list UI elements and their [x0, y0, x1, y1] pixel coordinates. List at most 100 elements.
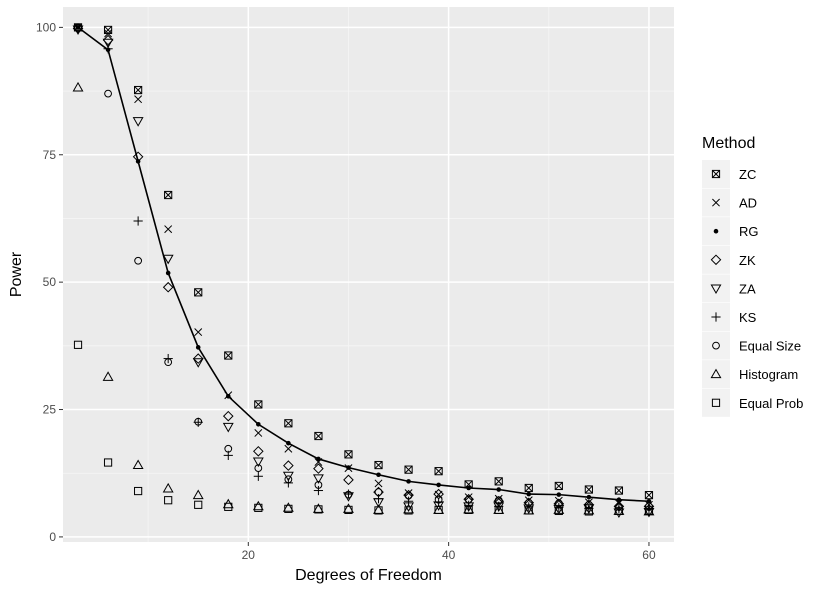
point-ks — [193, 417, 203, 427]
point-ad — [374, 479, 383, 488]
point-zc — [644, 491, 654, 500]
legend-marker-rg — [713, 228, 719, 234]
legend-marker-zc — [711, 169, 721, 179]
point-zk — [72, 23, 84, 34]
point-ks — [133, 216, 143, 226]
point-zc — [464, 480, 473, 489]
point-za — [643, 507, 655, 518]
point-rg — [526, 491, 532, 497]
legend-entries: ZC AD RG ZK ZA KS Equal Size Histogram Equal Pro… — [702, 160, 803, 417]
legend-key-zk — [702, 245, 730, 274]
x-axis-title: Degrees of Freedom — [295, 567, 442, 584]
point-ad — [344, 464, 353, 473]
point-zk — [433, 488, 444, 500]
point-ad — [645, 500, 653, 509]
legend-label-za: ZA — [739, 281, 756, 296]
point-za — [222, 422, 234, 433]
legend-key-equal-size — [702, 331, 730, 360]
point-ad — [464, 493, 473, 502]
point-zk — [403, 489, 414, 501]
point-zk — [222, 410, 234, 422]
grid-major — [63, 7, 674, 542]
legend-key-equal-prob — [702, 388, 730, 417]
point-ks — [343, 489, 354, 499]
point-histogram — [613, 505, 625, 515]
point-ad — [134, 95, 143, 104]
point-za — [433, 501, 445, 511]
point-zc — [103, 25, 113, 35]
point-zc — [134, 85, 143, 95]
point-za — [373, 498, 384, 508]
point-rg — [376, 472, 381, 478]
point-ks — [313, 485, 324, 496]
point-rg — [406, 479, 411, 484]
point-rg — [135, 159, 141, 164]
legend-label-equal-prob: Equal Prob — [739, 396, 803, 411]
point-rg — [256, 422, 261, 427]
legend: Method ZC AD RG ZK ZA KS Equal Size Histogram Eq… — [702, 135, 803, 417]
y-axis-ticks: 0 25 50 75 100 — [36, 20, 63, 544]
point-ad — [314, 458, 323, 466]
point-equal-prob — [164, 496, 173, 505]
point-histogram — [343, 503, 354, 513]
legend-marker-equal-prob — [711, 398, 721, 407]
point-ad — [524, 496, 533, 505]
point-zc — [254, 400, 263, 409]
point-za — [613, 508, 625, 519]
plot-panel — [63, 7, 674, 542]
legend-marker-ad — [712, 198, 720, 207]
y-tick-label: 0 — [49, 530, 56, 544]
point-rg — [316, 456, 321, 462]
point-zc — [494, 477, 503, 486]
point-zc — [584, 485, 593, 494]
point-equal-prob — [73, 340, 83, 349]
y-tick-label: 75 — [43, 148, 57, 162]
point-rg — [616, 497, 622, 503]
y-axis-title: Power — [8, 251, 25, 297]
point-equal-size — [134, 256, 143, 265]
point-zk — [192, 353, 204, 364]
point-histogram — [463, 503, 475, 514]
point-rg — [646, 498, 652, 504]
point-za — [343, 492, 354, 502]
point-zc — [194, 288, 203, 297]
point-zk — [553, 498, 565, 510]
point-rg — [165, 270, 171, 276]
point-zc — [224, 351, 233, 360]
point-za — [162, 254, 174, 265]
point-za — [102, 38, 114, 49]
point-histogram — [222, 498, 234, 509]
point-za — [493, 502, 505, 512]
point-zk — [493, 495, 505, 507]
point-equal-prob — [194, 500, 203, 509]
point-ks — [403, 496, 414, 506]
point-equal-prob — [314, 505, 323, 514]
y-tick-label: 50 — [43, 275, 57, 289]
point-zc — [524, 483, 533, 493]
point-ks — [163, 353, 173, 364]
point-rg — [556, 492, 562, 497]
point-ks — [253, 471, 263, 481]
point-rg — [586, 494, 592, 500]
point-histogram — [433, 504, 445, 514]
legend-key-histogram — [702, 360, 730, 389]
point-ad — [194, 328, 203, 337]
point-zk — [463, 493, 474, 505]
point-ad — [584, 498, 593, 507]
point-zc — [404, 465, 413, 474]
point-zk — [102, 34, 114, 46]
point-za — [192, 358, 204, 368]
point-histogram — [192, 489, 204, 500]
point-za — [463, 502, 475, 512]
point-za — [523, 504, 535, 514]
legend-label-zk: ZK — [739, 253, 756, 268]
data-points — [72, 23, 655, 519]
point-histogram — [102, 371, 114, 381]
point-zk — [313, 463, 324, 474]
point-ks — [644, 504, 654, 514]
legend-label-equal-size: Equal Size — [739, 339, 801, 354]
point-histogram — [72, 81, 84, 92]
legend-marker-zk — [710, 254, 722, 266]
point-za — [132, 117, 144, 127]
